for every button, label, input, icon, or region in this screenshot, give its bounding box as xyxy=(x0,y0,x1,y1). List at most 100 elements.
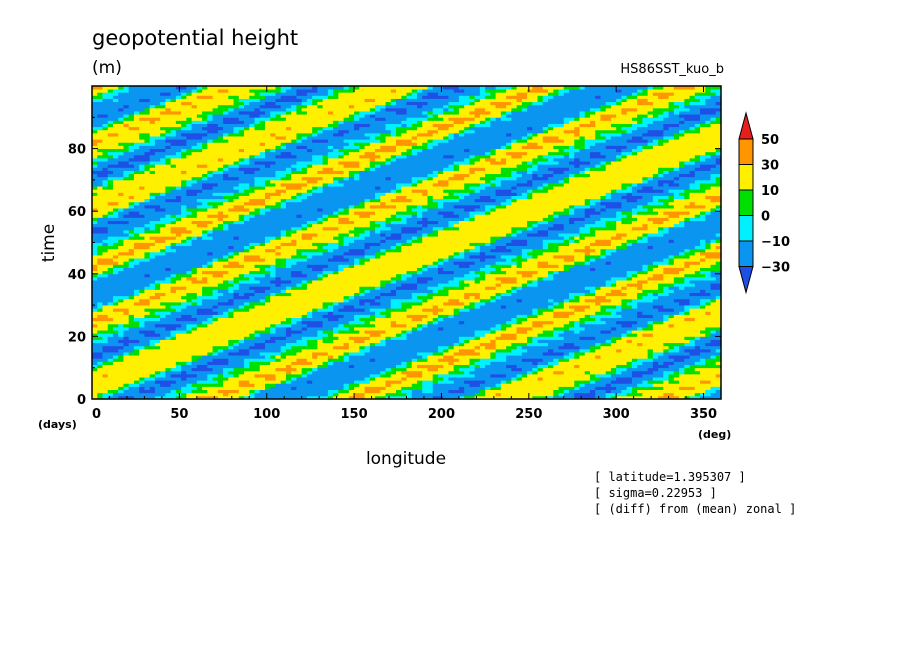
heatmap-cell xyxy=(291,273,297,278)
heatmap-cell xyxy=(710,314,717,319)
heatmap-cell xyxy=(359,276,365,281)
heatmap-cell xyxy=(453,314,460,319)
heatmap-cell xyxy=(259,292,266,297)
heatmap-cell xyxy=(485,345,491,350)
heatmap-cell xyxy=(118,305,124,309)
heatmap-cell xyxy=(558,367,565,372)
heatmap-cell xyxy=(710,286,717,290)
heatmap-cell xyxy=(542,289,549,293)
heatmap-cell xyxy=(107,380,114,384)
heatmap-cell xyxy=(165,314,172,319)
heatmap-cell xyxy=(154,289,161,293)
heatmap-cell xyxy=(427,370,434,375)
heatmap-cell xyxy=(506,333,512,337)
heatmap-cell xyxy=(133,295,140,300)
heatmap-cell xyxy=(542,280,549,284)
heatmap-cell xyxy=(684,358,690,362)
heatmap-cell xyxy=(112,301,119,306)
heatmap-cell xyxy=(160,370,166,375)
heatmap-cell xyxy=(223,392,229,397)
heatmap-cell xyxy=(416,311,423,315)
heatmap-cell xyxy=(186,358,192,362)
heatmap-cell xyxy=(160,367,166,372)
heatmap-cell xyxy=(217,339,224,344)
heatmap-cell xyxy=(642,389,649,394)
heatmap-cell xyxy=(684,339,690,344)
heatmap-cell xyxy=(92,320,98,325)
heatmap-cell xyxy=(149,342,156,347)
heatmap-cell xyxy=(154,308,161,312)
heatmap-cell xyxy=(270,295,276,300)
heatmap-cell xyxy=(427,361,434,365)
heatmap-cell xyxy=(217,298,224,303)
heatmap-cell xyxy=(139,377,145,381)
heatmap-cell xyxy=(416,392,423,397)
heatmap-cell xyxy=(217,355,224,359)
heatmap-cell xyxy=(102,286,109,290)
heatmap-cell xyxy=(228,286,234,290)
heatmap-cell xyxy=(128,358,135,362)
heatmap-cell xyxy=(568,292,575,297)
heatmap-cell xyxy=(437,267,444,272)
heatmap-cell xyxy=(521,273,528,278)
heatmap-cell xyxy=(291,361,297,365)
heatmap-cell xyxy=(589,336,596,340)
heatmap-cell xyxy=(348,317,355,322)
heatmap-cell xyxy=(306,295,313,300)
heatmap-cell xyxy=(563,348,570,353)
heatmap-cell xyxy=(244,273,250,278)
heatmap-cell xyxy=(123,295,130,300)
heatmap-cell xyxy=(437,377,444,381)
heatmap-cell xyxy=(244,286,250,290)
heatmap-cell xyxy=(563,392,570,397)
heatmap-cell xyxy=(202,383,208,387)
heatmap-cell xyxy=(427,295,434,300)
heatmap-cell xyxy=(102,386,109,391)
heatmap-cell xyxy=(306,364,313,369)
heatmap-cell xyxy=(705,339,711,344)
heatmap-cell xyxy=(464,323,470,328)
heatmap-cell xyxy=(437,295,444,300)
heatmap-cell xyxy=(306,339,313,344)
heatmap-cell xyxy=(584,380,591,384)
heatmap-cell xyxy=(558,298,565,303)
heatmap-cell xyxy=(270,286,276,290)
heatmap-cell xyxy=(228,289,234,293)
heatmap-cell xyxy=(107,327,114,331)
heatmap-cell xyxy=(495,311,502,315)
heatmap-cell xyxy=(605,392,612,397)
heatmap-cell xyxy=(689,289,696,293)
heatmap-cell xyxy=(375,289,381,293)
heatmap-cell xyxy=(715,342,722,347)
heatmap-cell xyxy=(437,323,444,328)
heatmap-cell xyxy=(348,301,355,306)
heatmap-cell xyxy=(485,383,491,387)
heatmap-cell xyxy=(375,352,381,356)
heatmap-cell xyxy=(401,386,407,391)
heatmap-cell xyxy=(694,342,701,347)
heatmap-cell xyxy=(506,395,512,400)
heatmap-cell xyxy=(568,305,575,309)
heatmap-cell xyxy=(710,383,717,387)
heatmap-cell xyxy=(327,280,334,284)
heatmap-cell xyxy=(212,373,219,378)
heatmap-cell xyxy=(396,311,402,315)
heatmap-cell xyxy=(443,280,449,284)
heatmap-cell xyxy=(432,383,439,387)
heatmap-cell xyxy=(181,345,187,350)
heatmap-cell xyxy=(416,330,423,334)
heatmap-cell xyxy=(369,267,376,272)
heatmap-cell xyxy=(291,298,297,303)
heatmap-cell xyxy=(165,276,172,281)
heatmap-cell xyxy=(207,342,213,347)
heatmap-cell xyxy=(175,373,182,378)
heatmap-cell xyxy=(527,348,533,353)
heatmap-cell xyxy=(196,330,203,334)
heatmap-cell xyxy=(595,301,601,306)
heatmap-cell xyxy=(422,373,428,378)
heatmap-cell xyxy=(448,330,455,334)
heatmap-cell xyxy=(453,292,460,297)
heatmap-cell xyxy=(223,276,229,281)
heatmap-cell xyxy=(469,320,476,325)
heatmap-cell xyxy=(207,301,213,306)
